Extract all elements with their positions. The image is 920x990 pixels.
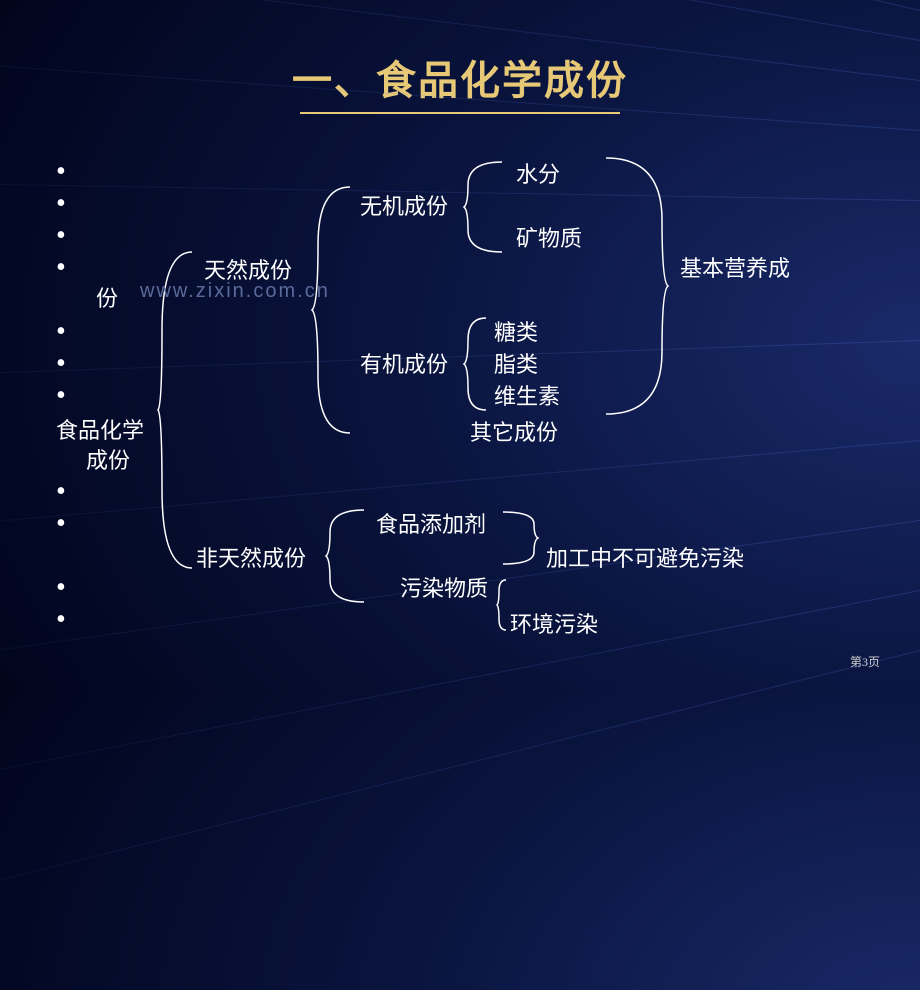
label-other: 其它成份 (470, 420, 558, 446)
bullet-dot: • (56, 156, 66, 188)
bullet-dot: • (56, 380, 66, 412)
slide-title: 一、食品化学成份 (0, 0, 920, 106)
label-sugar: 糖类 (494, 320, 538, 346)
bullet-dot: • (56, 476, 66, 508)
bullet-dot: • (56, 604, 66, 636)
bracket-natural (310, 185, 354, 435)
bracket-non-natural (324, 508, 368, 604)
label-non-natural: 非天然成份 (196, 546, 306, 572)
label-mineral: 矿物质 (516, 226, 582, 252)
label-inorganic: 无机成份 (360, 194, 448, 220)
bracket-processing-close (500, 510, 542, 566)
bracket-nutrition-close (602, 156, 672, 416)
bullet-dot: • (56, 508, 66, 540)
bullet-dot: • (56, 316, 66, 348)
label-fen: 份 (96, 286, 118, 312)
label-root2: 成份 (86, 448, 130, 474)
bracket-inorganic (462, 160, 506, 254)
bracket-pollutant (496, 578, 508, 632)
bullet-dot: • (56, 348, 66, 380)
bullet-dot: • (56, 252, 66, 284)
watermark-text: www.zixin.com.cn (140, 280, 330, 303)
label-water: 水分 (516, 162, 560, 188)
label-fat: 脂类 (494, 352, 538, 378)
page-number: 第3页 (850, 653, 880, 670)
label-processing: 加工中不可避免污染 (546, 546, 744, 572)
bracket-organic (462, 316, 490, 412)
label-environment: 环境污染 (510, 612, 598, 638)
label-nutrition: 基本营养成 (680, 256, 790, 282)
bullet-dot: • (56, 572, 66, 604)
label-pollutant: 污染物质 (400, 576, 488, 602)
title-underline (300, 112, 620, 114)
label-vitamin: 维生素 (494, 384, 560, 410)
label-additive: 食品添加剂 (376, 512, 486, 538)
label-root: 食品化学 (56, 418, 144, 444)
bullet-dot: • (56, 220, 66, 252)
label-organic: 有机成份 (360, 352, 448, 378)
bullet-dot: • (56, 188, 66, 220)
